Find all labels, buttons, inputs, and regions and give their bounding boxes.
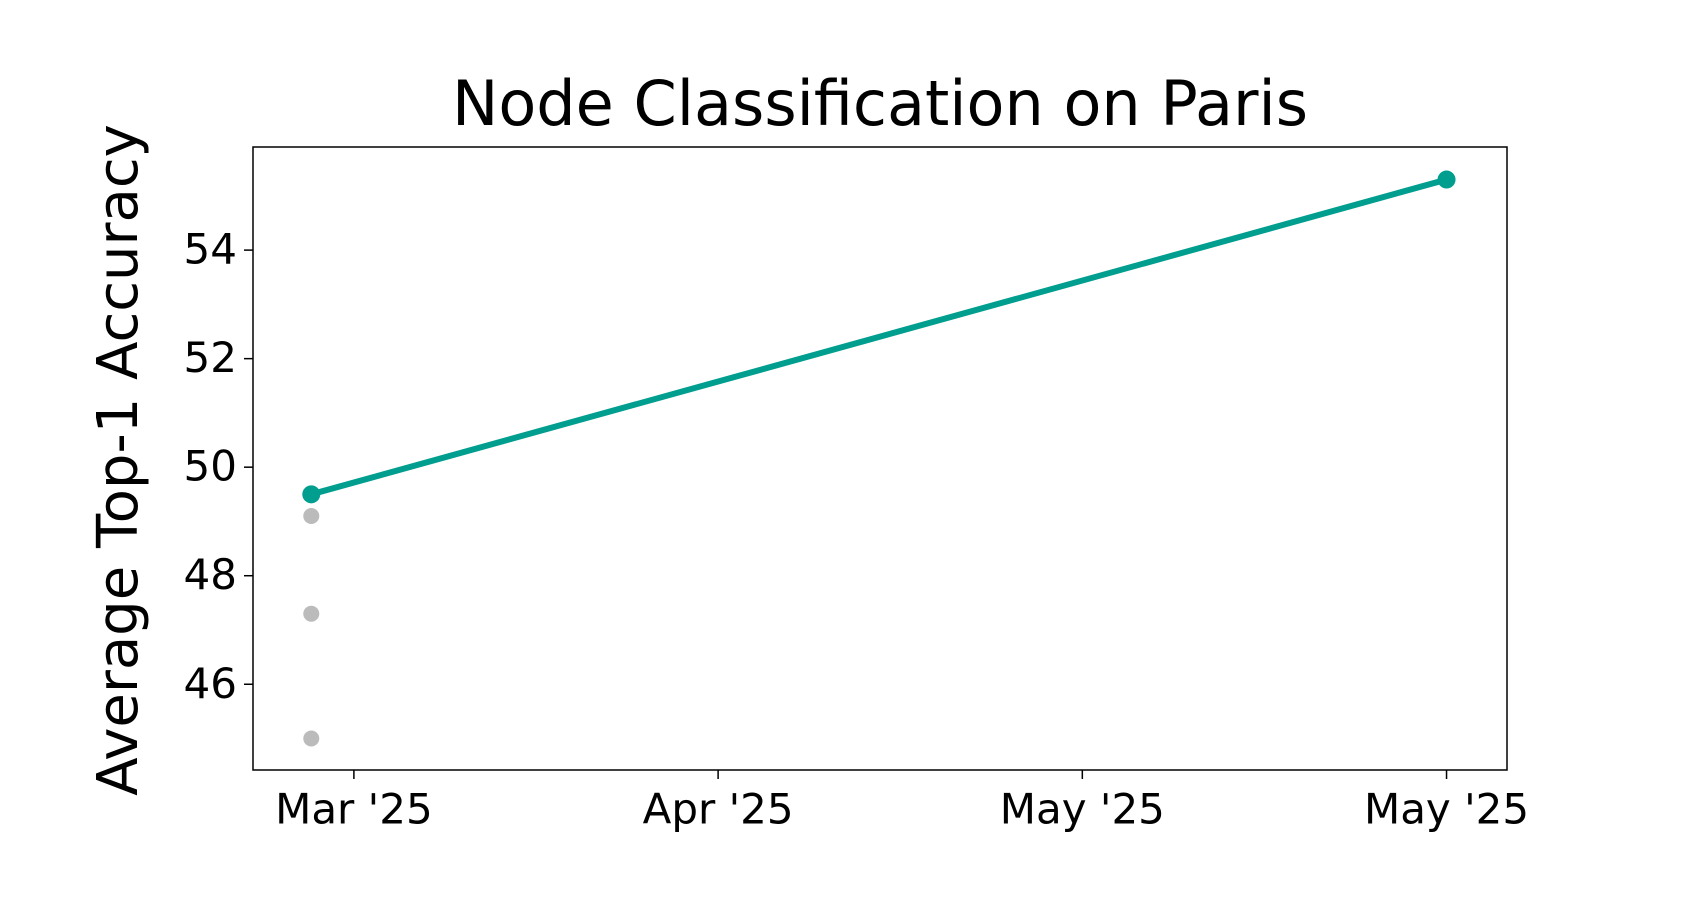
chart-title: Node Classification on Paris [452, 67, 1308, 140]
x-tick-label: Mar '25 [275, 785, 433, 834]
y-tick-label: 50 [184, 442, 237, 491]
y-tick-label: 46 [184, 659, 237, 708]
point [303, 508, 320, 525]
y-axis-label: Average Top-1 Accuracy [86, 124, 151, 796]
x-tick-label: May '25 [1364, 785, 1529, 834]
point [303, 605, 320, 622]
y-tick-label: 48 [184, 550, 237, 599]
plot-frame [252, 146, 1508, 771]
y-tick-label: 52 [184, 333, 237, 382]
data-line [310, 176, 1448, 498]
point [303, 730, 320, 747]
line-point [302, 485, 321, 504]
y-tick-label: 54 [184, 225, 237, 274]
x-tick-label: May '25 [1000, 785, 1165, 834]
line-point [1437, 170, 1456, 189]
x-tick-label: Apr '25 [643, 785, 794, 834]
